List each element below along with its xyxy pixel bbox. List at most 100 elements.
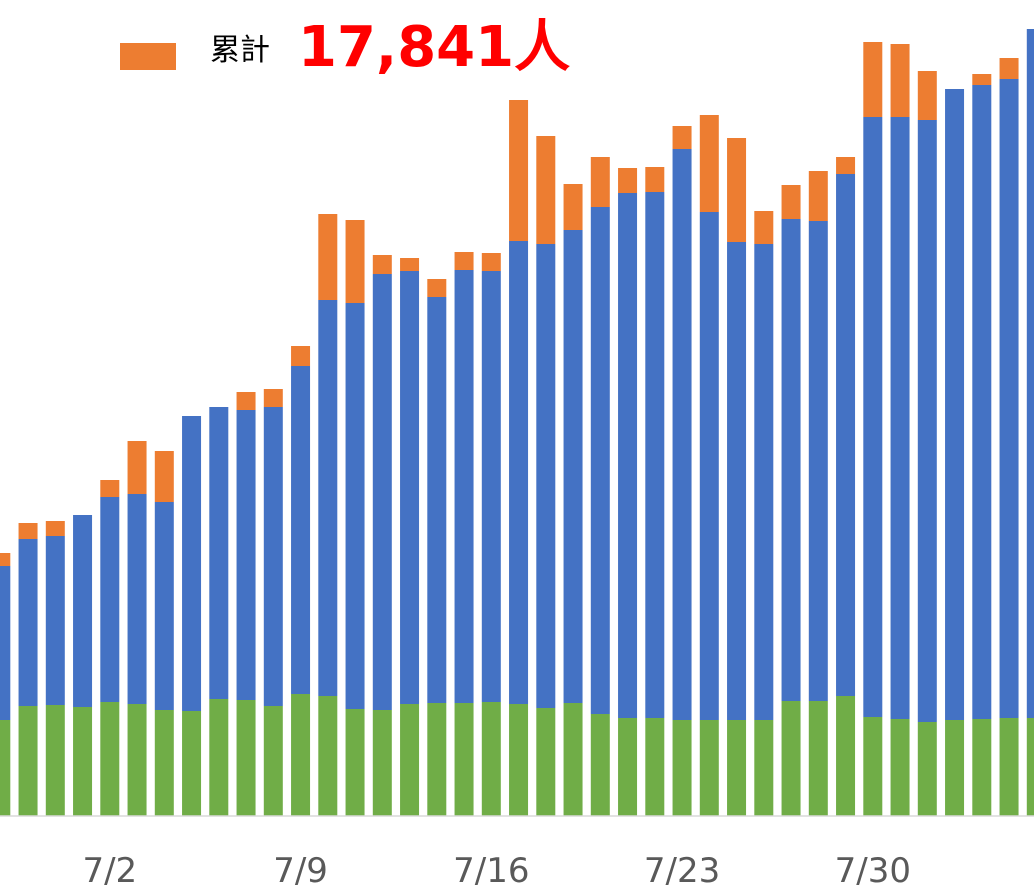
bar-segment (0, 566, 11, 720)
bar-segment (754, 244, 774, 720)
total-annotation: 17,841人 (298, 15, 570, 80)
bar-segment (509, 704, 529, 816)
bar-segment (372, 274, 392, 710)
bar-segment (672, 149, 692, 720)
bar-segment (400, 271, 420, 704)
bar-segment (127, 494, 147, 704)
bar-segment (454, 252, 474, 270)
bar-segment (454, 703, 474, 816)
bar-segment (563, 230, 583, 703)
bar-segment (318, 214, 338, 300)
bar-segment (427, 297, 447, 703)
bar-segment (73, 707, 93, 816)
bar-segment (1026, 718, 1034, 816)
bar-segment (263, 407, 283, 706)
x-tick-label: 7/23 (644, 851, 720, 888)
bar-segment (618, 718, 638, 816)
bar-segment (972, 719, 992, 816)
bar-segment (917, 722, 937, 816)
bar-segment (945, 89, 965, 720)
bar-segment (727, 242, 747, 720)
bar-segment (154, 502, 174, 710)
bar-segment (100, 702, 120, 816)
bar-segment (972, 74, 992, 85)
x-tick-label: 7/30 (835, 851, 911, 888)
bar-segment (263, 706, 283, 816)
bar-segment (917, 71, 937, 120)
bar-segment (618, 193, 638, 718)
bar-segment (100, 497, 120, 702)
bar-segment (345, 220, 365, 303)
bar-segment (481, 702, 501, 816)
bar-segment (727, 138, 747, 242)
bar-segment (154, 710, 174, 816)
bar-segment (808, 171, 828, 221)
bar-segment (236, 392, 256, 410)
bar-segment (563, 184, 583, 230)
bar-segment (536, 244, 556, 708)
bar-segment (509, 100, 529, 241)
x-tick-label: 7/2 (82, 851, 137, 888)
bar-segment (209, 699, 229, 816)
bar-segment (836, 157, 856, 174)
bar-segment (454, 270, 474, 703)
bar-segment (400, 704, 420, 816)
bar-segment (291, 694, 311, 816)
bar-segment (972, 85, 992, 719)
bar-segment (263, 389, 283, 407)
bar-segment (781, 185, 801, 219)
bar-segment (645, 167, 665, 192)
bar-segment (45, 536, 65, 705)
bar-segment (727, 720, 747, 816)
bar-segment (45, 521, 65, 536)
bar-segment (999, 79, 1019, 718)
bar-segment (890, 719, 910, 816)
bar-segment (100, 480, 120, 497)
bar-segment (236, 410, 256, 700)
bar-segment (509, 241, 529, 704)
bar-segment (863, 117, 883, 717)
bar-segment (699, 212, 719, 720)
bar-segment (154, 451, 174, 502)
bar-segment (45, 705, 65, 816)
bar-segment (672, 720, 692, 816)
bar-segment (645, 718, 665, 816)
bar-segment (890, 117, 910, 719)
bar-segment (73, 515, 93, 707)
bar-segment (945, 720, 965, 816)
bar-segment (400, 258, 420, 271)
bar-segment (590, 714, 610, 816)
bar-segment (127, 441, 147, 494)
bar-segment (645, 192, 665, 718)
bar-segment (481, 271, 501, 702)
bar-segment (590, 157, 610, 207)
bar-segment (209, 407, 229, 699)
bar-segment (672, 126, 692, 149)
bar-segment (481, 253, 501, 271)
legend-label: 累計 (210, 33, 270, 68)
bar-segment (999, 718, 1019, 816)
bar-segment (291, 346, 311, 366)
bar-segment (236, 700, 256, 816)
bar-segment (863, 42, 883, 117)
bar-segment (781, 219, 801, 701)
bar-segment (127, 704, 147, 816)
bar-segment (808, 221, 828, 701)
bar-segment (836, 174, 856, 696)
bar-segment (18, 523, 38, 539)
bar-segment (863, 717, 883, 816)
bar-segment (699, 115, 719, 212)
bar-segment (345, 709, 365, 816)
bar-segment (699, 720, 719, 816)
bar-segment (372, 255, 392, 274)
bar-segment (618, 168, 638, 193)
bar-segment (18, 706, 38, 816)
bar-segment (18, 539, 38, 706)
bar-segment (563, 703, 583, 816)
bar-segment (781, 701, 801, 816)
bar-segment (754, 211, 774, 244)
bar-segment (182, 711, 202, 816)
bar-segment (291, 366, 311, 694)
